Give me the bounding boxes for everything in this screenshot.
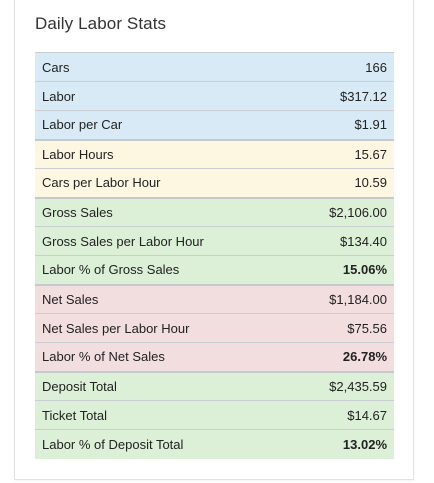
labor-stats-table: Cars 166 Labor $317.12 Labor per Car $1.91 Lab… <box>35 52 394 459</box>
stat-value: $2,106.00 <box>289 196 394 227</box>
stat-label: Deposit Total <box>35 370 290 401</box>
stat-label: Labor per Car <box>35 110 290 140</box>
stat-row: Gross Sales $2,106.00 <box>35 196 394 227</box>
stat-value: 26.78% <box>289 342 394 372</box>
stat-value: $134.40 <box>289 226 394 256</box>
stat-value: $2,435.59 <box>289 370 394 401</box>
stat-label: Labor % of Deposit Total <box>35 429 290 459</box>
stat-value: $75.56 <box>289 313 394 343</box>
stat-row: Net Sales per Labor Hour $75.56 <box>35 313 394 343</box>
stat-label: Gross Sales per Labor Hour <box>35 226 290 256</box>
stat-label: Cars per Labor Hour <box>35 168 290 198</box>
stat-label: Labor <box>35 81 290 111</box>
card-title: Daily Labor Stats <box>35 14 167 33</box>
stat-row: Labor per Car $1.91 <box>35 110 394 140</box>
stat-label: Net Sales <box>35 283 290 314</box>
stat-row: Labor $317.12 <box>35 81 394 111</box>
stat-label: Labor % of Net Sales <box>35 342 290 372</box>
stat-row: Ticket Total $14.67 <box>35 400 394 430</box>
stat-value: $1.91 <box>289 110 394 140</box>
stat-row: Gross Sales per Labor Hour $134.40 <box>35 226 394 256</box>
stat-label: Cars <box>35 52 290 82</box>
stat-label: Gross Sales <box>35 196 290 227</box>
stat-row: Deposit Total $2,435.59 <box>35 370 394 401</box>
stat-value: $14.67 <box>289 400 394 430</box>
stat-value: 15.67 <box>289 138 394 169</box>
stat-value: 10.59 <box>289 168 394 198</box>
stat-row: Net Sales $1,184.00 <box>35 283 394 314</box>
stat-row: Cars per Labor Hour 10.59 <box>35 168 394 198</box>
stat-label: Ticket Total <box>35 400 290 430</box>
stat-value: 166 <box>289 52 394 82</box>
stat-value: $1,184.00 <box>289 283 394 314</box>
stat-row: Labor % of Gross Sales 15.06% <box>35 255 394 285</box>
stat-value: 13.02% <box>289 429 394 459</box>
labor-stats-body: Cars 166 Labor $317.12 Labor per Car $1.91 Lab… <box>35 52 394 459</box>
stat-label: Labor Hours <box>35 138 290 169</box>
stat-label: Net Sales per Labor Hour <box>35 313 290 343</box>
stat-row: Labor Hours 15.67 <box>35 138 394 169</box>
stat-value: $317.12 <box>289 81 394 111</box>
stat-row: Labor % of Deposit Total 13.02% <box>35 429 394 459</box>
stat-row: Labor % of Net Sales 26.78% <box>35 342 394 372</box>
daily-labor-stats-card: Daily Labor Stats Cars 166 Labor $317.12 Lab… <box>14 0 414 480</box>
stat-label: Labor % of Gross Sales <box>35 255 290 285</box>
stat-row: Cars 166 <box>35 52 394 82</box>
stat-value: 15.06% <box>289 255 394 285</box>
